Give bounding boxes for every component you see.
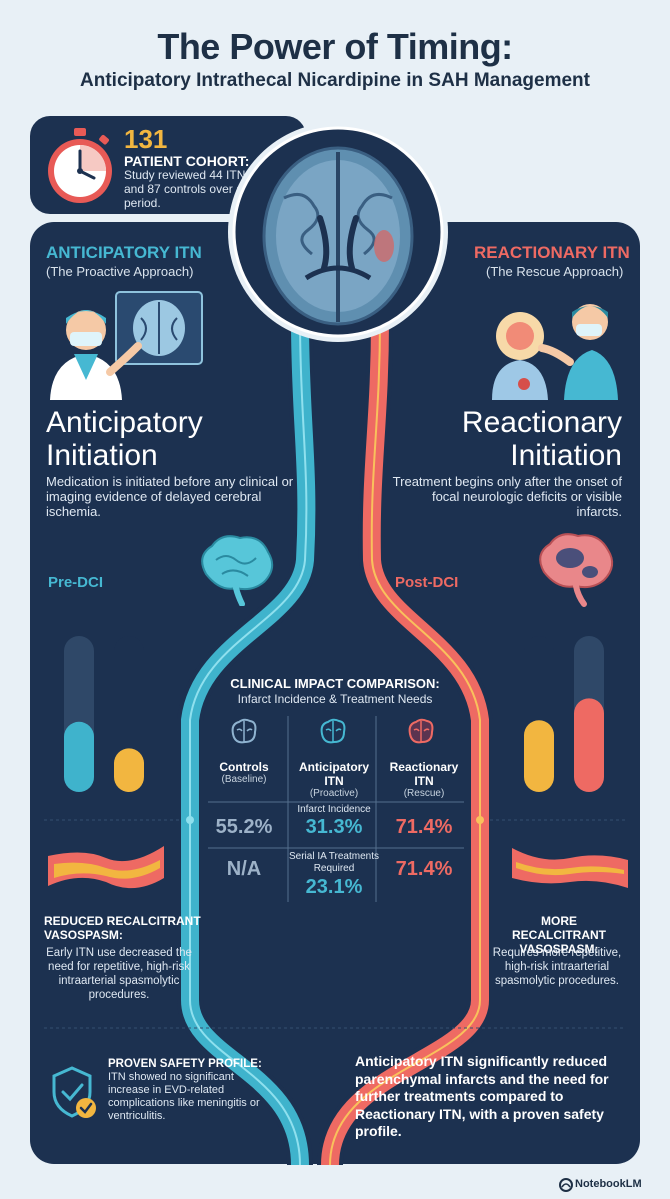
reactionary-treatments-value: 71.4% [395, 858, 453, 880]
infarct-incidence-label: Infarct Incidence [297, 804, 371, 815]
conclusion-text: Anticipatory ITN significantly reduced p… [355, 1053, 609, 1139]
anticipatory-bar-1 [64, 721, 94, 792]
anticipatory-heading: Anticipatory Initiation [46, 406, 286, 472]
anticipatory-brain-icon [320, 718, 346, 744]
anticipatory-infarct-value: 31.3% [305, 816, 363, 838]
notebooklm-logo-icon [559, 1178, 573, 1192]
shield-check-icon [52, 1066, 96, 1118]
controls-treatments-value: N/A [226, 858, 262, 880]
controls-infarct-value: 55.2% [215, 816, 273, 838]
narrowed-vessel-icon [48, 846, 164, 889]
cohort-number: 131 [124, 124, 168, 154]
anticipatory-subtitle: (The Proactive Approach) [46, 264, 194, 279]
reactionary-phase: Post-DCI [395, 574, 459, 591]
reactionary-subtitle: (The Rescue Approach) [486, 264, 624, 279]
anticipatory-treatments-value: 23.1% [305, 876, 363, 898]
anticipatory-col-role: (Proactive) [309, 788, 359, 799]
anticipatory-outcome-text: Early ITN use decreased the need for rep… [46, 947, 192, 1001]
comparison-grid-lines [208, 716, 464, 902]
reactionary-infarct-value: 71.4% [395, 816, 453, 838]
comparison-subtitle: Infarct Incidence & Treatment Needs [237, 692, 433, 706]
reactionary-description: Treatment begins only after the onset of… [392, 474, 622, 519]
anticipatory-title: ANTICIPATORY ITN [46, 243, 202, 262]
brand-label: NotebookLM [575, 1178, 642, 1190]
reactionary-outcome-text: Requires more repetitive, high-risk intr… [492, 947, 622, 987]
anticipatory-column-header: Anticipatory ITN (Proactive) [292, 760, 376, 800]
reactionary-outcome-title-line1: MORE RECALCITRANT [512, 914, 606, 942]
serial-ia-treatments-label-line2: Required [313, 863, 355, 874]
safety-title: PROVEN SAFETY PROFILE: [108, 1058, 262, 1070]
constricted-vessel-icon [512, 848, 628, 888]
safety-text: ITN showed no significant increase in EV… [108, 1071, 260, 1122]
reactionary-bar-2 [574, 698, 604, 792]
serial-ia-treatments-label-line1: Serial IA Treatments [288, 851, 380, 862]
brain-scan-icon [228, 122, 448, 342]
anticipatory-phase: Pre-DCI [48, 574, 104, 591]
controls-role: (Baseline) [221, 774, 267, 785]
controls-column-header: Controls (Baseline) [206, 760, 282, 786]
anticipatory-bar-chart [64, 636, 144, 792]
healthy-brain-icon [201, 535, 274, 606]
reactionary-column-header: Reactionary ITN (Rescue) [380, 760, 468, 800]
reactionary-heading-line1: Reactionary [461, 406, 622, 439]
controls-brain-icon [231, 718, 257, 744]
doctor-reviewing-scan-icon [50, 291, 203, 400]
anticipatory-heading-line1: Anticipatory [46, 406, 203, 439]
stopwatch-icon [48, 128, 112, 203]
anticipatory-col-name-line1: Anticipatory [298, 760, 369, 774]
reactionary-col-name-line1: Reactionary [389, 760, 459, 774]
reactionary-title: REACTIONARY ITN [474, 243, 630, 262]
anticipatory-col-name-line2: ITN [324, 774, 344, 788]
anticipatory-bar-2 [114, 748, 144, 792]
reactionary-col-name-line2: ITN [414, 774, 434, 788]
serial-ia-treatments-label: Serial IA Treatments Required [284, 851, 384, 875]
reactionary-col-role: (Rescue) [403, 788, 445, 799]
anticipatory-heading-line2: Initiation [46, 439, 158, 472]
comparison-title: CLINICAL IMPACT COMPARISON: [230, 676, 440, 691]
anticipatory-outcome-title: REDUCED RECALCITRANT VASOSPASM: [44, 914, 201, 942]
reactionary-bar-chart [524, 636, 604, 792]
page-title: The Power of Timing: [157, 26, 513, 67]
cohort-label: PATIENT COHORT: [124, 153, 250, 169]
reactionary-brain-icon [408, 718, 434, 744]
anticipatory-description: Medication is initiated before any clini… [46, 474, 294, 519]
reactionary-outcome-title: MORE RECALCITRANT VASOSPASM: [494, 914, 624, 956]
anticipatory-outcome-title-line1: REDUCED RECALCITRANT [44, 914, 201, 928]
page-subtitle: Anticipatory Intrathecal Nicardipine in … [80, 70, 590, 91]
patient-rescue-icon [492, 304, 618, 400]
controls-name: Controls [219, 760, 269, 774]
reactionary-outcome-title-line2: VASOSPASM: [519, 942, 599, 956]
anticipatory-outcome-title-line2: VASOSPASM: [44, 928, 123, 942]
reactionary-bar-1 [524, 720, 554, 792]
reactionary-heading: Reactionary Initiation [386, 406, 622, 472]
damaged-brain-icon [539, 533, 614, 607]
reactionary-heading-line2: Initiation [510, 439, 622, 472]
